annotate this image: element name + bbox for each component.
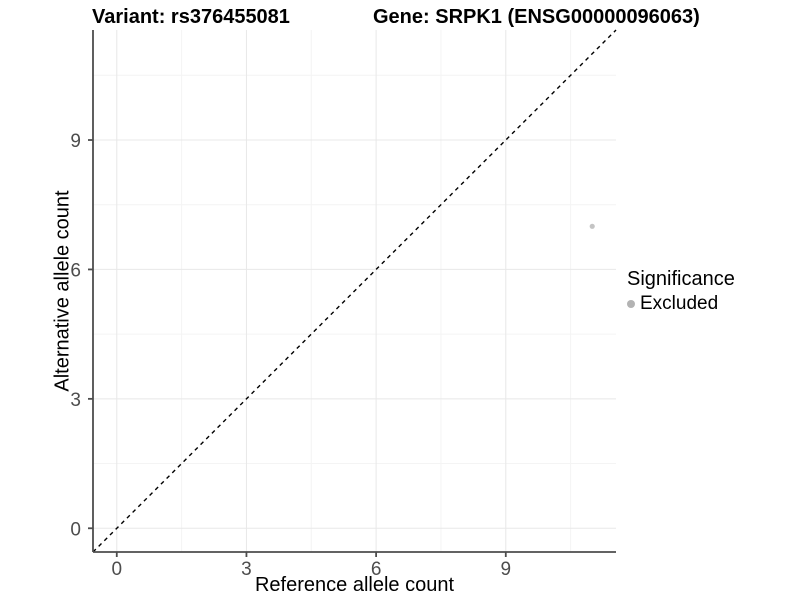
variant-title: Variant: rs376455081 [92, 6, 290, 28]
legend-item-excluded: Excluded [627, 293, 735, 315]
axis-lines-and-ticks [88, 30, 616, 557]
tick-labels: 0 3 6 9 0 3 6 9 [70, 131, 511, 580]
legend-key-dot-icon [627, 300, 635, 308]
x-axis-title: Reference allele count [254, 574, 454, 596]
y-axis-title: Alternative allele count [51, 190, 74, 392]
y-tick-label: 0 [70, 519, 81, 540]
identity-reference-line [92, 29, 617, 553]
legend-item-label: Excluded [640, 293, 719, 314]
x-tick-label: 3 [241, 559, 252, 580]
y-tick-label: 6 [70, 260, 81, 281]
x-tick-label: 9 [500, 559, 511, 580]
major-gridlines [93, 30, 616, 552]
data-points [589, 223, 595, 229]
y-tick-label: 9 [70, 131, 81, 152]
identity-dashed-line [92, 29, 617, 553]
scatter-point [589, 223, 595, 229]
gene-title: Gene: SRPK1 (ENSG00000096063) [373, 6, 700, 28]
x-tick-label: 6 [371, 559, 382, 580]
legend-title: Significance [627, 268, 735, 290]
x-tick-label: 0 [111, 559, 122, 580]
legend: Significance Excluded [627, 268, 735, 315]
y-tick-label: 3 [70, 390, 81, 411]
minor-gridlines [93, 30, 616, 552]
